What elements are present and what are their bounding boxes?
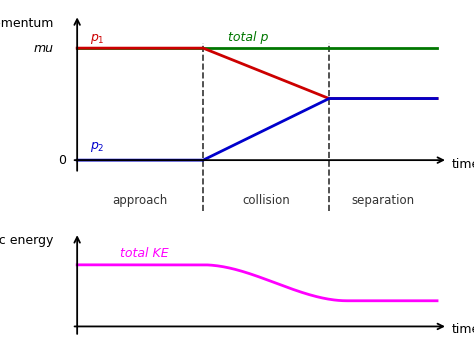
- Text: collision: collision: [242, 194, 290, 207]
- Text: momentum: momentum: [0, 17, 54, 30]
- Text: $p_1$: $p_1$: [90, 32, 104, 46]
- Text: mu: mu: [34, 42, 54, 54]
- Text: $p_2$: $p_2$: [90, 140, 104, 154]
- Text: time: time: [451, 158, 474, 171]
- Text: time: time: [451, 323, 474, 337]
- Text: total p: total p: [228, 32, 269, 44]
- Text: total KE: total KE: [120, 247, 169, 260]
- Text: 0: 0: [58, 154, 66, 167]
- Text: approach: approach: [112, 194, 168, 207]
- Text: separation: separation: [352, 194, 415, 207]
- Text: kinetic energy: kinetic energy: [0, 234, 54, 247]
